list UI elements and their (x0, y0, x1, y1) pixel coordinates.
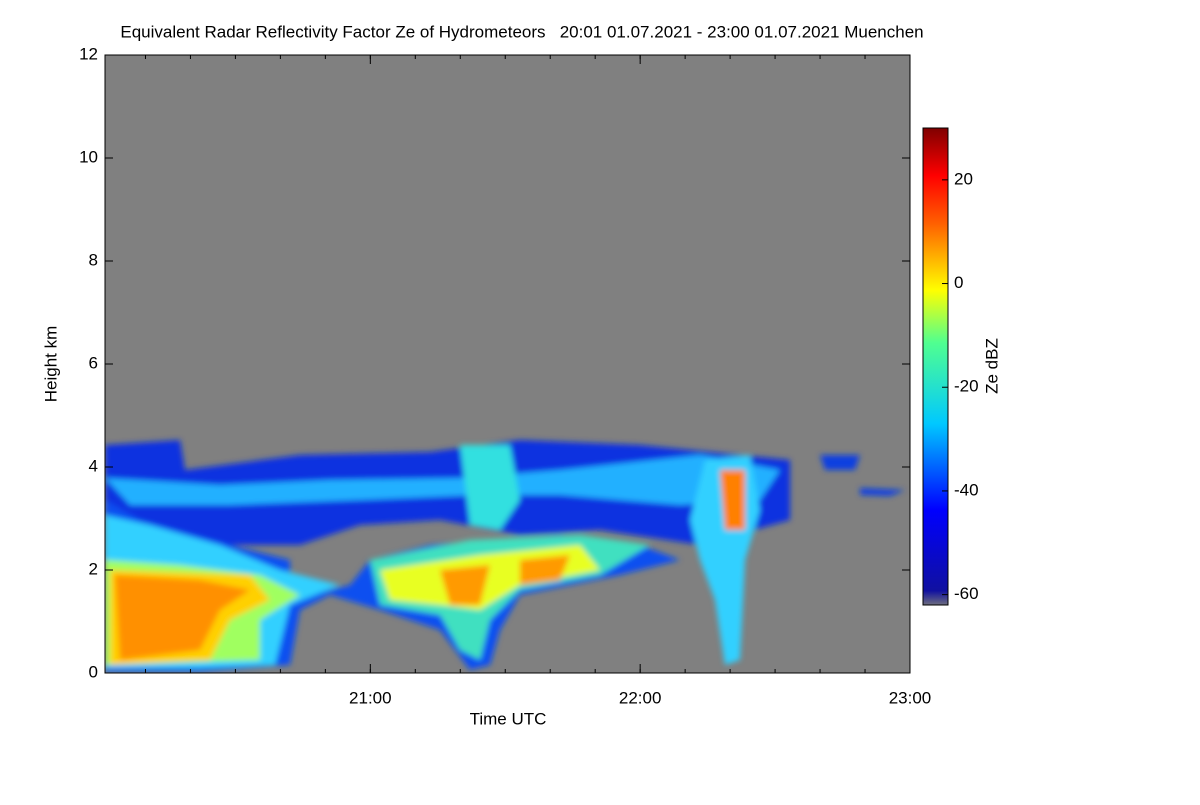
colorbar-tick-label: -20 (954, 377, 979, 396)
colorbar-tick-label: 20 (954, 169, 973, 188)
y-tick-label: 2 (89, 559, 98, 578)
x-tick-label: 22:00 (619, 688, 662, 707)
colorbar-tick-label: -60 (954, 584, 979, 603)
x-tick-label: 21:00 (349, 688, 392, 707)
y-tick-label: 4 (89, 456, 98, 475)
colorbar-tick-label: 0 (954, 273, 963, 292)
colorbar-tick-label: -40 (954, 480, 979, 499)
y-tick-label: 12 (79, 44, 98, 63)
y-tick-label: 8 (89, 250, 98, 269)
y-tick-label: 0 (89, 662, 98, 681)
radar-echoes (105, 440, 905, 672)
colorbar (922, 127, 949, 606)
chart-title: Equivalent Radar Reflectivity Factor Ze … (120, 22, 923, 41)
x-axis-label: Time UTC (470, 709, 547, 728)
y-tick-label: 10 (79, 147, 98, 166)
y-axis-label: Height km (41, 326, 60, 403)
colorbar-label: Ze dBZ (982, 338, 1001, 394)
y-tick-label: 6 (89, 353, 98, 372)
x-tick-label: 23:00 (889, 688, 932, 707)
